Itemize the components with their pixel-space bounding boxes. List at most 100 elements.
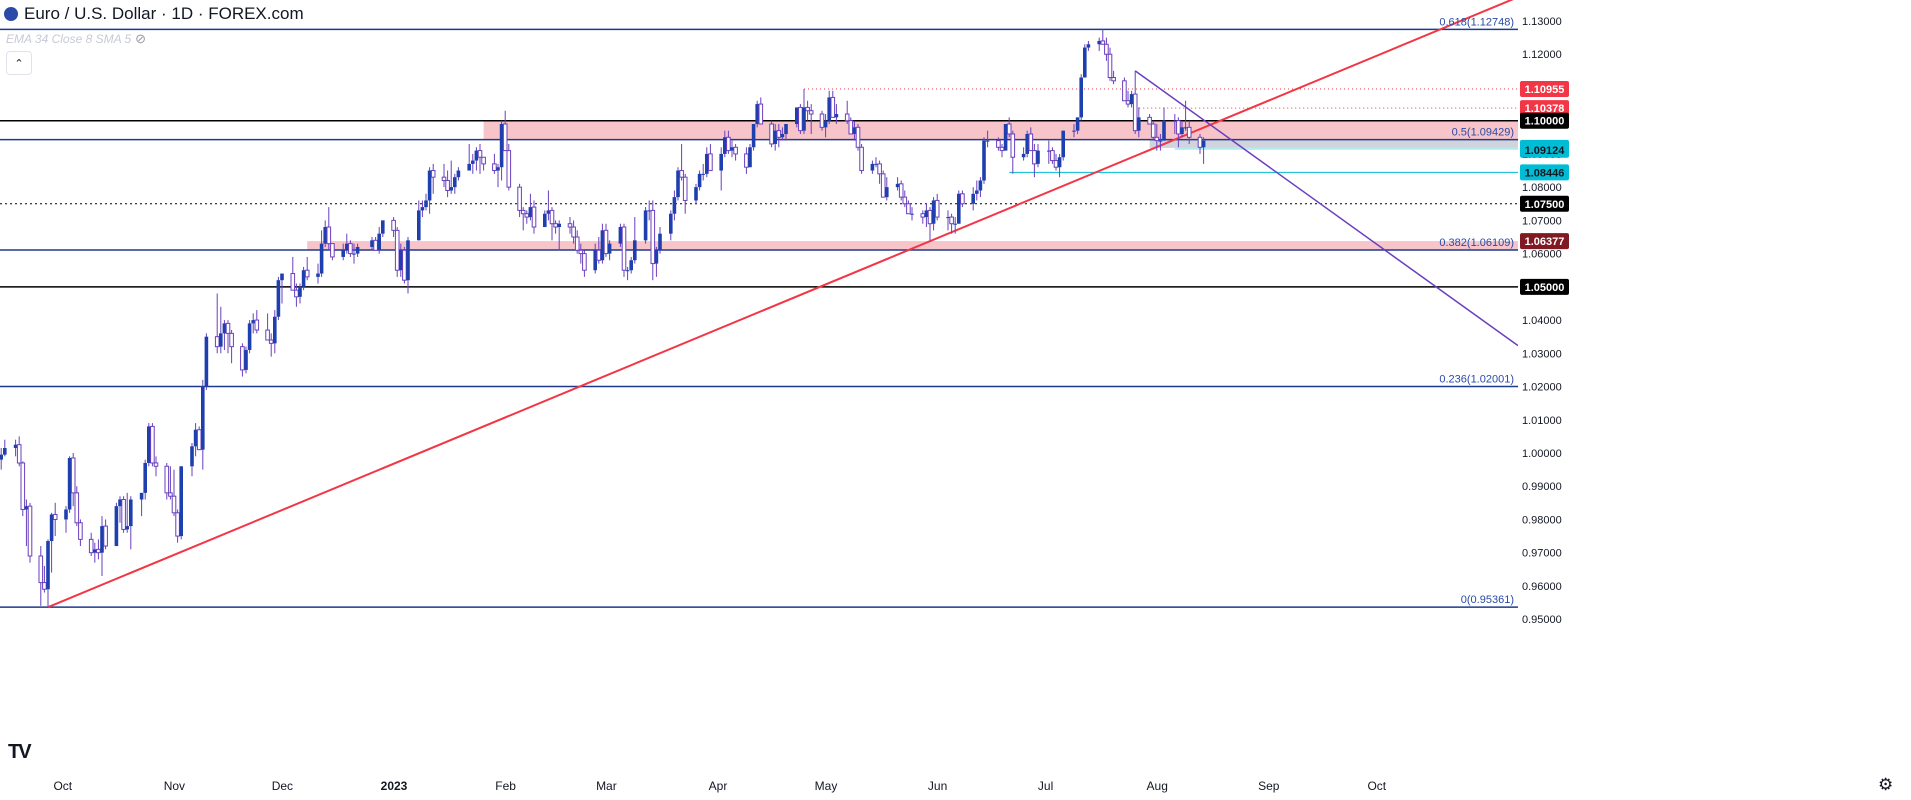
candle-body (1107, 53, 1113, 78)
candle-body (755, 104, 759, 125)
price-tick-label: 1.04000 (1522, 315, 1562, 327)
candle-body (190, 446, 194, 467)
candle-body (880, 173, 886, 198)
candle-body (214, 336, 220, 348)
candle-body (499, 124, 504, 168)
candle-body (654, 250, 659, 264)
candle (870, 160, 875, 174)
candle-body (492, 163, 497, 172)
candle (834, 104, 839, 125)
time-tick-label: Nov (164, 779, 185, 793)
candle-body (20, 462, 26, 510)
candle-body (975, 190, 979, 194)
candle-body (502, 123, 508, 152)
time-tick-label: Dec (272, 779, 293, 793)
candle-body (1061, 130, 1065, 158)
candle-body (859, 146, 864, 172)
chart-header: Euro / U.S. Dollar · 1D · FOREX.com (4, 4, 304, 24)
candle (643, 207, 648, 244)
candle (214, 293, 220, 354)
candle-body (301, 270, 306, 287)
time-tick-label: Aug (1147, 779, 1168, 793)
candle-body (1122, 80, 1127, 102)
candle (805, 100, 810, 121)
candle-body (621, 226, 627, 271)
candle (557, 220, 561, 251)
tradingview-logo: TV (8, 741, 32, 763)
candle-body (1047, 150, 1051, 152)
candle-body (96, 548, 101, 554)
candle-body (345, 243, 349, 251)
candle-body (1053, 160, 1059, 168)
candle (1036, 143, 1040, 168)
fib-label-3: 0.236(1.02001) (1439, 373, 1514, 385)
candle-body (1201, 140, 1206, 148)
candle-body (874, 163, 878, 165)
candle-body (906, 203, 911, 215)
candle (895, 177, 900, 191)
price-label-text: 1.07500 (1525, 199, 1565, 211)
candle (808, 104, 814, 134)
candle (201, 379, 205, 470)
candle (16, 436, 22, 467)
candle (373, 236, 378, 251)
price-label-box (1520, 164, 1569, 181)
candle-body (1100, 40, 1106, 45)
candle-body (150, 425, 155, 464)
candle-body (701, 173, 705, 175)
candle-body (920, 213, 926, 218)
candle (402, 246, 407, 284)
candle (222, 320, 227, 350)
candle (67, 456, 72, 513)
candle (229, 330, 234, 364)
candle-body (528, 207, 533, 218)
candle-body (676, 170, 680, 198)
candle-body (164, 465, 170, 494)
candle (517, 183, 522, 218)
price-tick-label: 1.02000 (1522, 382, 1562, 394)
candle-body (326, 226, 332, 245)
candle (420, 200, 425, 218)
candle (42, 565, 47, 593)
indicator-legend[interactable]: EMA 34 Close 8 SMA 5 ⊘ (6, 31, 146, 47)
price-label-1.10378: 1.10378 (1520, 100, 1569, 117)
candle (114, 502, 119, 547)
candle (1104, 37, 1109, 61)
candle-body (88, 538, 94, 554)
candle-body (268, 339, 274, 344)
candle-body (222, 323, 227, 334)
candle-body (348, 243, 353, 255)
gear-icon[interactable]: ⚙ (1878, 775, 1894, 794)
candle (143, 459, 147, 500)
price-tick-label: 1.00000 (1522, 448, 1562, 460)
candle (280, 273, 284, 304)
candle-body (3, 448, 7, 455)
candle-body (730, 147, 734, 151)
candle (593, 243, 597, 274)
candle (326, 207, 332, 251)
candle-body (467, 163, 471, 171)
candle-body (708, 153, 713, 172)
candle (1057, 153, 1062, 178)
candle (949, 213, 954, 234)
price-tick-label: 0.98000 (1522, 514, 1562, 526)
candle-body (477, 150, 483, 158)
candle-body (1072, 130, 1076, 132)
candle (1173, 114, 1177, 134)
candle (906, 200, 911, 215)
candle-body (1010, 133, 1016, 158)
candle-body (1006, 123, 1012, 135)
eye-slash-icon[interactable]: ⊘ (135, 31, 147, 46)
candle-body (531, 206, 537, 228)
candle-body (129, 499, 133, 527)
collapse-button[interactable]: ⌃ (6, 51, 32, 75)
candle (93, 542, 97, 563)
candle (960, 190, 965, 208)
candle-body (121, 499, 126, 530)
candle-body (629, 260, 633, 271)
candle-body (1097, 40, 1101, 45)
candle-body (910, 213, 914, 215)
candle (13, 439, 18, 457)
candle-body (143, 462, 147, 493)
